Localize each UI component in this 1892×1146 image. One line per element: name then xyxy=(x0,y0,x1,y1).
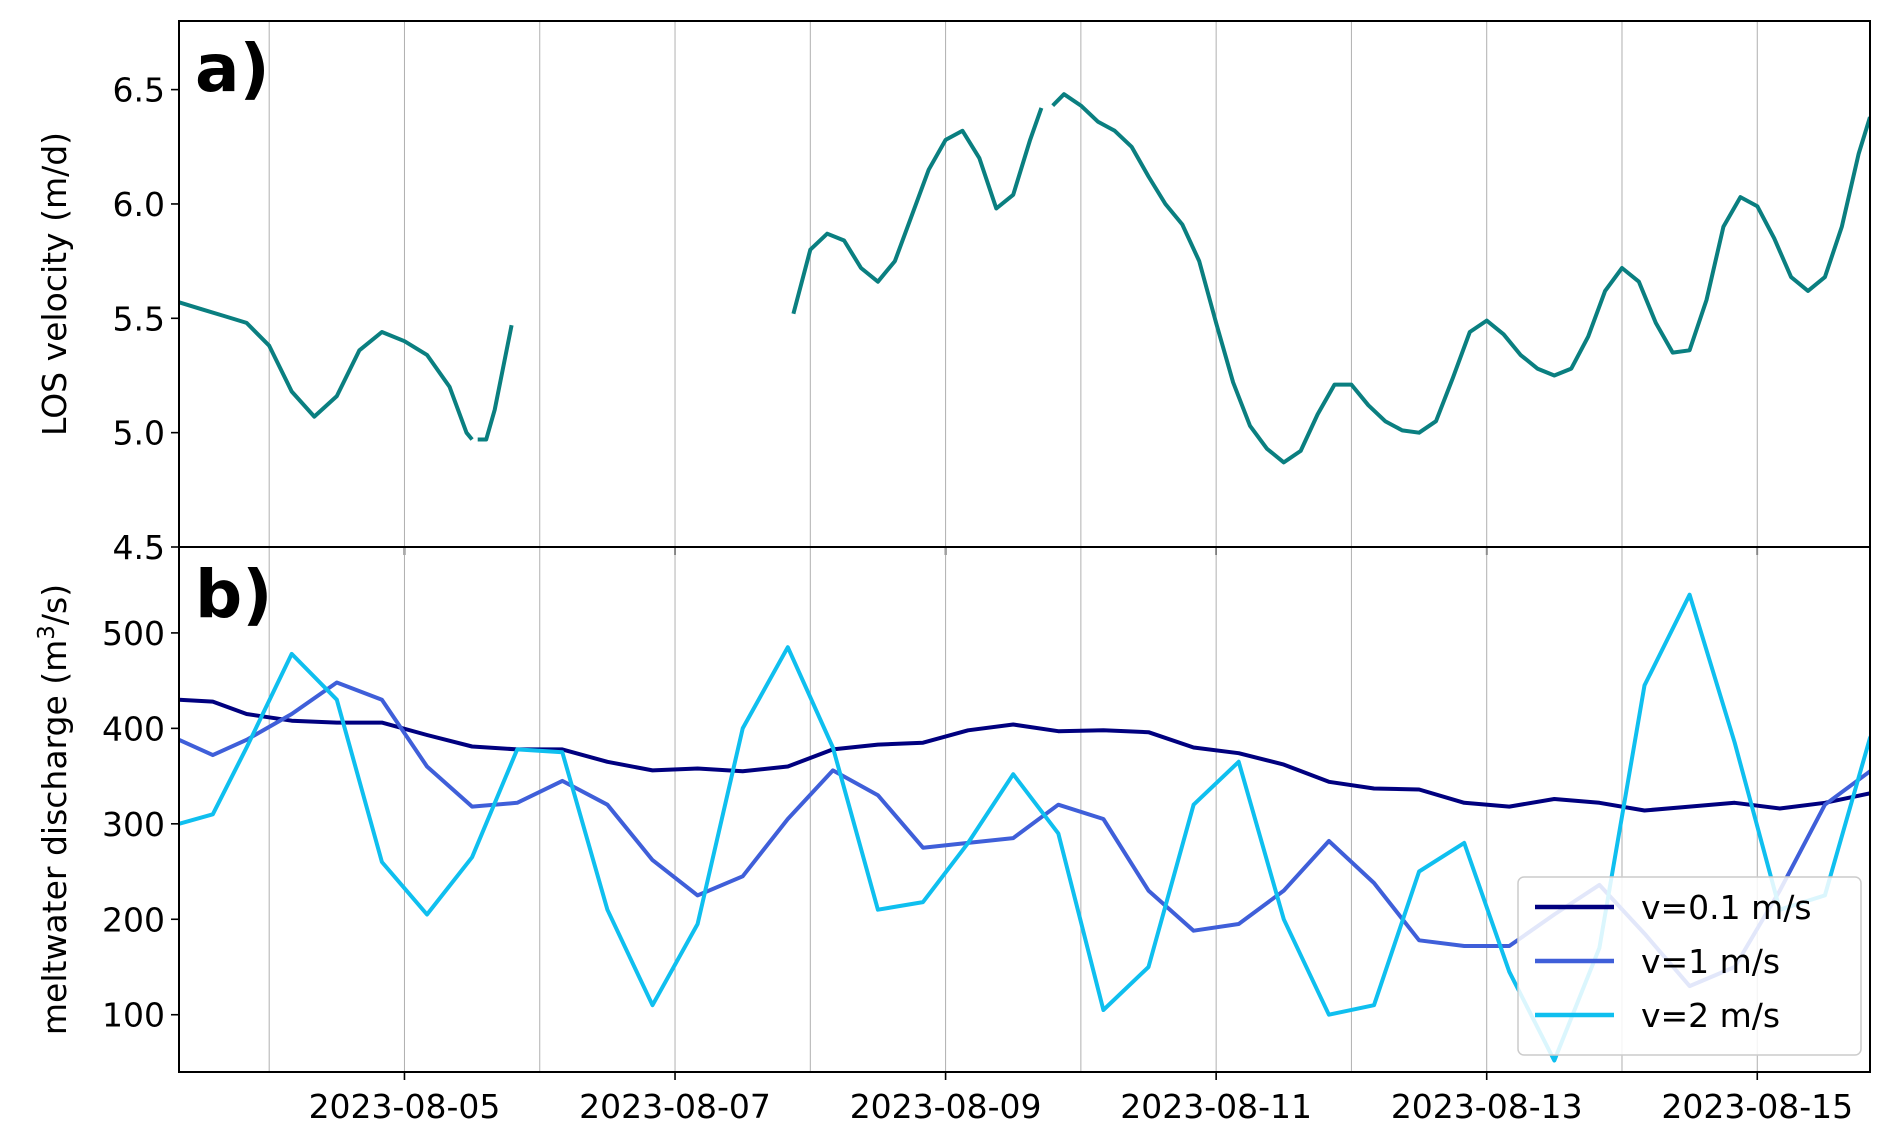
legend-label-2: v=1 m/s xyxy=(1641,942,1780,981)
plot-frame xyxy=(178,20,1871,548)
y-tick-label: 500 xyxy=(102,614,165,653)
y-tick-label: 300 xyxy=(102,805,165,844)
panel-label: b) xyxy=(195,556,272,633)
x-tick-label: 2023-08-11 xyxy=(1120,1087,1312,1126)
panel-a: 4.5 5.0 5.5 6.0 6.5 LOS velocity (m/d) a) xyxy=(35,20,1871,567)
series-line-1-segment-1 xyxy=(179,300,474,441)
x-grid xyxy=(268,21,1758,547)
legend-label-1: v=0.1 m/s xyxy=(1641,888,1812,927)
series-line-1 xyxy=(179,697,1870,813)
y-ticks: 4.5 5.0 5.5 6.0 6.5 xyxy=(113,71,179,567)
x-tick-label: 2023-08-07 xyxy=(579,1087,771,1126)
series-line-1-segment-4 xyxy=(1051,92,1870,465)
panel-label: a) xyxy=(195,30,270,107)
y-axis-title: meltwater discharge (m3/s) xyxy=(34,584,74,1035)
y-ticks: 100 200 300 400 500 xyxy=(102,614,179,1035)
x-tick-label: 2023-08-09 xyxy=(850,1087,1042,1126)
series-line-3 xyxy=(179,592,1870,1063)
y-tick-label: 5.5 xyxy=(113,299,165,338)
x-ticks: 2023-08-05 2023-08-07 2023-08-09 2023-08-11… xyxy=(309,1072,1853,1126)
series-line-1-segment-2 xyxy=(477,324,514,442)
series-group xyxy=(179,92,1870,465)
y-tick-label: 200 xyxy=(102,900,165,939)
y-tick-label: 5.0 xyxy=(113,414,165,453)
x-tick-label: 2023-08-05 xyxy=(309,1087,501,1126)
y-tick-label: 4.5 xyxy=(113,528,165,567)
x-tick-label: 2023-08-13 xyxy=(1391,1087,1583,1126)
series-line-1-segment-3 xyxy=(791,107,1044,315)
legend: v=0.1 m/s v=1 m/s v=2 m/s xyxy=(1517,876,1862,1056)
plot-frame xyxy=(178,546,1871,1073)
x-tick-label: 2023-08-15 xyxy=(1661,1087,1853,1126)
y-tick-label: 400 xyxy=(102,709,165,748)
legend-box xyxy=(1517,876,1862,1056)
y-tick-label: 6.5 xyxy=(113,71,165,110)
y-axis-title: LOS velocity (m/d) xyxy=(35,132,74,436)
y-tick-label: 6.0 xyxy=(113,185,165,224)
y-tick-label: 100 xyxy=(102,996,165,1035)
legend-label-3: v=2 m/s xyxy=(1641,996,1780,1035)
